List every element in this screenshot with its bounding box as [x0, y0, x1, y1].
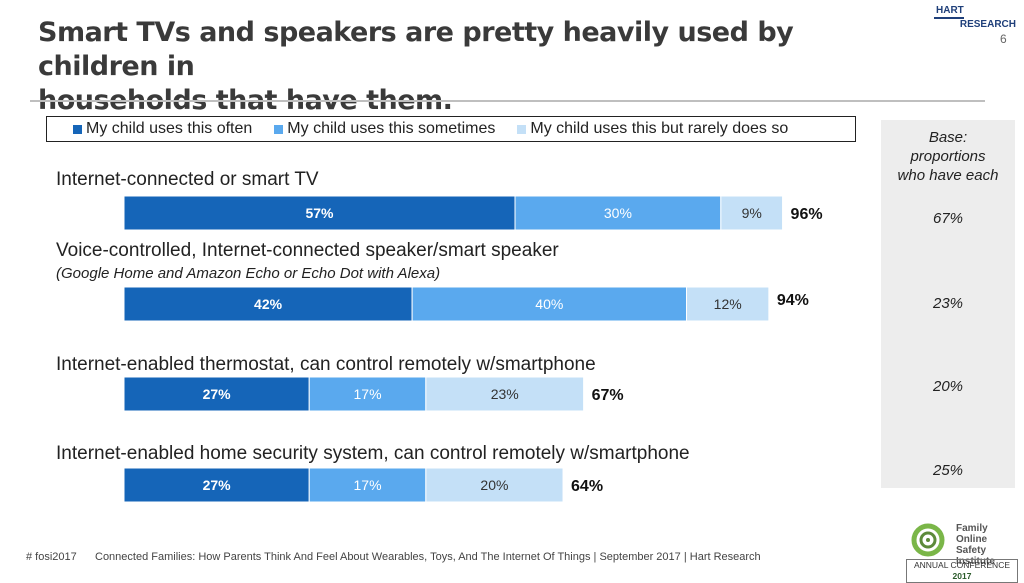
fosi-name-line-1: Family — [956, 523, 988, 534]
base-value-thermostat: 20% — [932, 378, 964, 395]
page-number: 6 — [1000, 32, 1007, 46]
data-label-speaker-often: 42% — [254, 296, 283, 312]
fosi-emblem-icon — [911, 523, 945, 557]
legend-label-sometimes: My child uses this sometimes — [287, 120, 496, 137]
data-label-security-sometimes: 17% — [354, 477, 382, 493]
bar-thermostat-rarely — [425, 376, 585, 412]
total-label-tv: 96% — [791, 206, 823, 223]
total-label-speaker: 94% — [777, 292, 809, 309]
data-label-security-rarely: 20% — [480, 477, 508, 493]
bar-security-sometimes — [308, 467, 427, 503]
row-label-thermostat: Internet-enabled thermostat, can control… — [56, 354, 596, 375]
logo-bar — [934, 17, 964, 19]
bar-security-rarely — [425, 467, 564, 503]
total-label-thermostat: 67% — [592, 387, 624, 404]
base-value-tv: 67% — [932, 210, 964, 227]
base-value-speaker: 23% — [932, 295, 964, 312]
data-label-tv-sometimes: 30% — [604, 205, 632, 221]
bar-tv-sometimes — [514, 195, 722, 231]
title-divider — [30, 100, 985, 102]
row-sublabel-speaker: (Google Home and Amazon Echo or Echo Dot… — [56, 265, 441, 282]
row-label-tv: Internet-connected or smart TV — [56, 169, 319, 190]
fosi-logo: Family Online Safety Institute ANNUAL CO… — [904, 522, 1018, 583]
base-title-line-1: Base: — [928, 129, 968, 146]
fosi-name-line-2: Online Safety — [956, 534, 988, 556]
logo-text-research: RESEARCH — [959, 19, 1016, 30]
bar-speaker-often — [123, 286, 413, 322]
bar-tv-rarely — [720, 195, 784, 231]
annual-prefix: ANNUAL CONFERENCE — [913, 560, 1011, 570]
base-title-line-2: proportions — [910, 148, 986, 165]
data-label-speaker-sometimes: 40% — [535, 296, 563, 312]
logo-text-hart: HART — [936, 5, 964, 16]
legend-swatch-often — [73, 124, 82, 134]
annual-year: 2017 — [952, 571, 972, 581]
legend-swatch-rarely — [517, 124, 527, 134]
data-label-security-often: 27% — [203, 477, 232, 493]
total-label-security: 64% — [571, 478, 603, 495]
base-value-security: 25% — [932, 462, 964, 479]
legend-item-rarely: My child uses this but rarely does so — [517, 120, 788, 138]
bar-thermostat-sometimes — [308, 376, 427, 412]
base-title: Base: proportions who have each — [881, 128, 1015, 185]
row-label-speaker: Voice-controlled, Internet-connected spe… — [56, 240, 559, 261]
legend-label-often: My child uses this often — [86, 120, 253, 137]
data-label-thermostat-rarely: 23% — [491, 386, 519, 402]
footer-hashtag: # fosi2017 — [26, 551, 77, 563]
bar-tv-often — [123, 195, 516, 231]
bar-speaker-sometimes — [411, 286, 688, 322]
hart-research-logo: HART RESEARCH — [934, 6, 1016, 30]
row-label-security: Internet-enabled home security system, c… — [56, 443, 690, 464]
footer-text: Connected Families: How Parents Think An… — [95, 551, 761, 563]
chart-legend: My child uses this often My child uses t… — [46, 116, 856, 142]
bar-thermostat-often — [123, 376, 310, 412]
data-label-tv-often: 57% — [305, 205, 334, 221]
fosi-annual-conference: ANNUAL CONFERENCE 2017 — [906, 559, 1018, 583]
legend-label-rarely: My child uses this but rarely does so — [530, 120, 789, 137]
legend-item-sometimes: My child uses this sometimes — [274, 120, 495, 138]
base-panel: Base: proportions who have each 67% 23% … — [881, 120, 1015, 488]
legend-item-often: My child uses this often — [73, 120, 252, 138]
data-label-speaker-rarely: 12% — [714, 296, 742, 312]
title-line-1: Smart TVs and speakers are pretty heavil… — [38, 17, 794, 82]
data-label-tv-rarely: 9% — [742, 205, 762, 221]
base-title-line-3: who have each — [897, 167, 999, 184]
data-label-thermostat-often: 27% — [203, 386, 232, 402]
data-label-thermostat-sometimes: 17% — [354, 386, 382, 402]
legend-swatch-sometimes — [274, 124, 284, 134]
bar-speaker-rarely — [686, 286, 770, 322]
fosi-name-line-3: Institute — [956, 556, 995, 567]
fosi-name: Family Online Safety Institute — [956, 523, 1016, 567]
